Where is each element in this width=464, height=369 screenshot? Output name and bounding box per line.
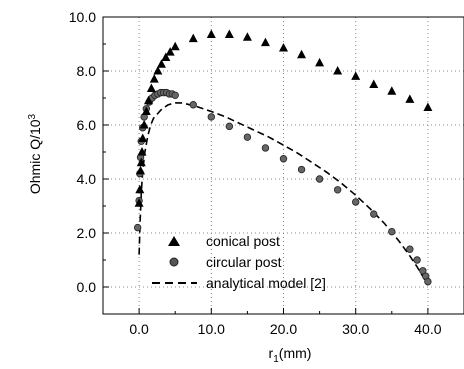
conical-post-point xyxy=(260,37,270,47)
circular-post-point xyxy=(207,113,215,121)
conical-post-point xyxy=(146,83,156,93)
analytical-model-line xyxy=(138,102,429,285)
conical-post-point xyxy=(139,120,149,129)
grid xyxy=(103,16,464,314)
circular-post-point xyxy=(333,186,342,194)
conical-post-point xyxy=(136,165,146,175)
circular-post-point xyxy=(171,91,179,99)
y-tick-label: 4.0 xyxy=(77,171,97,187)
conical-post-point xyxy=(315,57,325,67)
circular-post-point xyxy=(261,144,270,152)
legend-circle-marker xyxy=(169,257,179,267)
conical-post-point xyxy=(153,66,163,75)
data-marks xyxy=(133,29,433,286)
conical-post-point xyxy=(143,95,153,105)
conical-post-point xyxy=(165,47,175,56)
conical-post-point xyxy=(279,43,288,52)
axis-ticks: 0.0 10.0 20.0 30.0 40.0 0.0 2.0 4.0 6.0 8.0 10.0 xyxy=(69,9,464,337)
circular-post-point xyxy=(189,101,197,109)
conical-post-point xyxy=(141,106,151,115)
y-tick-label: 2.0 xyxy=(77,225,97,241)
conical-post-point xyxy=(351,71,361,80)
circular-post-point xyxy=(243,133,252,141)
y-tick-label: 0.0 xyxy=(77,279,97,295)
conical-post-point xyxy=(369,79,379,88)
y-tick-label: 8.0 xyxy=(77,63,97,79)
circular-post-point xyxy=(315,175,324,183)
y-tick-label: 6.0 xyxy=(77,117,97,133)
legend-triangle-marker xyxy=(168,236,180,246)
circular-post-point xyxy=(225,122,234,131)
circular-post-point xyxy=(424,277,432,286)
conical-post-point xyxy=(156,59,166,68)
circular-post-point xyxy=(406,245,414,253)
x-tick-label: 0.0 xyxy=(129,321,149,337)
circular-post-point xyxy=(352,198,360,206)
conical-post-point xyxy=(188,33,198,43)
circular-post-point xyxy=(370,210,378,218)
conical-post-point xyxy=(134,198,144,207)
circular-post-point xyxy=(388,227,396,236)
legend-label-circular: circular post xyxy=(206,254,282,270)
conical-post-point xyxy=(224,29,234,39)
conical-post-point xyxy=(387,86,397,95)
conical-post-point xyxy=(242,32,252,41)
conical-post-point xyxy=(136,157,146,167)
conical-post-point xyxy=(161,52,171,61)
circular-post-point xyxy=(133,223,142,232)
conical-post-point xyxy=(405,94,415,103)
x-axis-label: r1(mm) xyxy=(269,345,312,365)
conical-post-point xyxy=(423,102,433,111)
circular-post-point xyxy=(279,155,288,163)
legend-label-analytical: analytical model [2] xyxy=(206,275,326,291)
y-tick-label: 10.0 xyxy=(69,9,96,25)
conical-post-point xyxy=(170,41,180,51)
circular-post-point xyxy=(297,165,306,174)
conical-post-point xyxy=(138,133,148,142)
x-tick-label: 20.0 xyxy=(270,321,297,337)
conical-post-point xyxy=(333,66,343,75)
legend: conical post circular post analytical mo… xyxy=(152,233,326,291)
conical-post-point xyxy=(297,49,307,59)
conical-post-point xyxy=(135,184,145,194)
conical-post-point xyxy=(149,74,159,83)
conical-post-point xyxy=(206,29,216,39)
x-tick-label: 40.0 xyxy=(414,321,441,337)
circular-post-point xyxy=(413,256,421,264)
x-tick-label: 10.0 xyxy=(198,321,225,337)
conical-post-point xyxy=(137,147,147,156)
x-tick-label: 30.0 xyxy=(342,321,369,337)
legend-label-conical: conical post xyxy=(206,233,280,249)
y-axis-label: Ohmic Q/103 xyxy=(27,113,43,194)
